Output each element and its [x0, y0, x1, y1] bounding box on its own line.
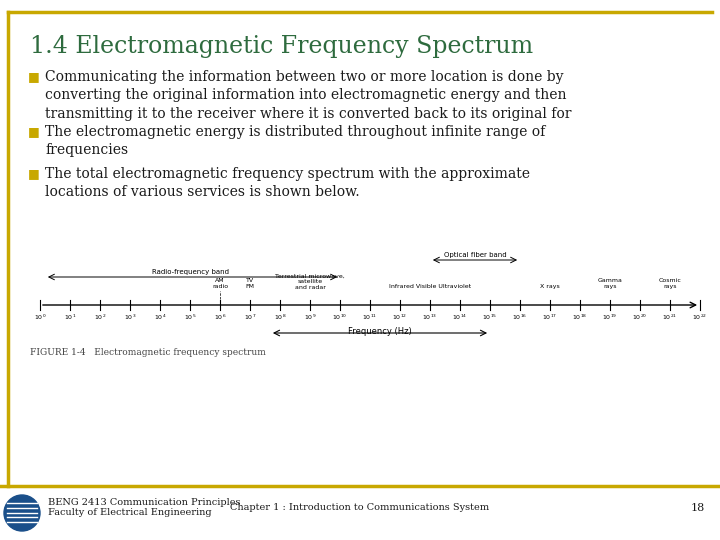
Text: Optical fiber band: Optical fiber band [444, 252, 506, 258]
Text: $10^{0}$: $10^{0}$ [34, 313, 46, 322]
Text: Chapter 1 : Introduction to Communications System: Chapter 1 : Introduction to Communicatio… [230, 503, 490, 512]
Text: $10^{3}$: $10^{3}$ [124, 313, 136, 322]
Text: $10^{10}$: $10^{10}$ [333, 313, 348, 322]
Text: Terrestrial microwave,
satellite
and radar: Terrestrial microwave, satellite and rad… [275, 273, 345, 290]
Text: Radio-frequency band: Radio-frequency band [151, 269, 228, 275]
Text: $10^{2}$: $10^{2}$ [94, 313, 106, 322]
Text: FIGURE 1-4   Electromagnetic frequency spectrum: FIGURE 1-4 Electromagnetic frequency spe… [30, 348, 266, 357]
Text: The total electromagnetic frequency spectrum with the approximate
locations of v: The total electromagnetic frequency spec… [45, 167, 530, 199]
Text: $10^{4}$: $10^{4}$ [154, 313, 166, 322]
Text: $10^{21}$: $10^{21}$ [662, 313, 678, 322]
Text: $10^{15}$: $10^{15}$ [482, 313, 498, 322]
Text: $10^{17}$: $10^{17}$ [542, 313, 557, 322]
Text: ■: ■ [28, 125, 40, 138]
Text: $10^{18}$: $10^{18}$ [572, 313, 588, 322]
Text: $10^{22}$: $10^{22}$ [693, 313, 708, 322]
Text: 1.4 Electromagnetic Frequency Spectrum: 1.4 Electromagnetic Frequency Spectrum [30, 35, 533, 58]
Text: $10^{14}$: $10^{14}$ [452, 313, 468, 322]
Text: $10^{5}$: $10^{5}$ [184, 313, 197, 322]
Text: $10^{16}$: $10^{16}$ [513, 313, 528, 322]
Text: AM
radio: AM radio [212, 278, 228, 289]
Text: The electromagnetic energy is distributed throughout infinite range of
frequenci: The electromagnetic energy is distribute… [45, 125, 545, 157]
Text: X rays: X rays [540, 284, 560, 289]
Text: Gamma
rays: Gamma rays [598, 278, 622, 289]
Text: Communicating the information between two or more location is done by
converting: Communicating the information between tw… [45, 70, 572, 121]
Text: $10^{11}$: $10^{11}$ [362, 313, 377, 322]
Text: TV
FM: TV FM [246, 278, 254, 289]
Text: Faculty of Electrical Engineering: Faculty of Electrical Engineering [48, 508, 212, 517]
Text: $10^{13}$: $10^{13}$ [423, 313, 438, 322]
Text: $10^{1}$: $10^{1}$ [64, 313, 76, 322]
Text: ■: ■ [28, 167, 40, 180]
Circle shape [4, 495, 40, 531]
Text: $10^{9}$: $10^{9}$ [304, 313, 316, 322]
Text: $10^{19}$: $10^{19}$ [603, 313, 618, 322]
Text: $10^{20}$: $10^{20}$ [632, 313, 647, 322]
Text: ■: ■ [28, 70, 40, 83]
Text: $10^{8}$: $10^{8}$ [274, 313, 287, 322]
Text: Infrared Visible Ultraviolet: Infrared Visible Ultraviolet [389, 284, 471, 289]
Text: Frequency (Hz): Frequency (Hz) [348, 327, 412, 336]
Text: $10^{7}$: $10^{7}$ [244, 313, 256, 322]
Text: $10^{12}$: $10^{12}$ [392, 313, 408, 322]
Text: Cosmic
rays: Cosmic rays [659, 278, 681, 289]
Text: BENG 2413 Communication Principles: BENG 2413 Communication Principles [48, 498, 240, 507]
Text: $10^{6}$: $10^{6}$ [214, 313, 226, 322]
Text: 18: 18 [690, 503, 705, 513]
